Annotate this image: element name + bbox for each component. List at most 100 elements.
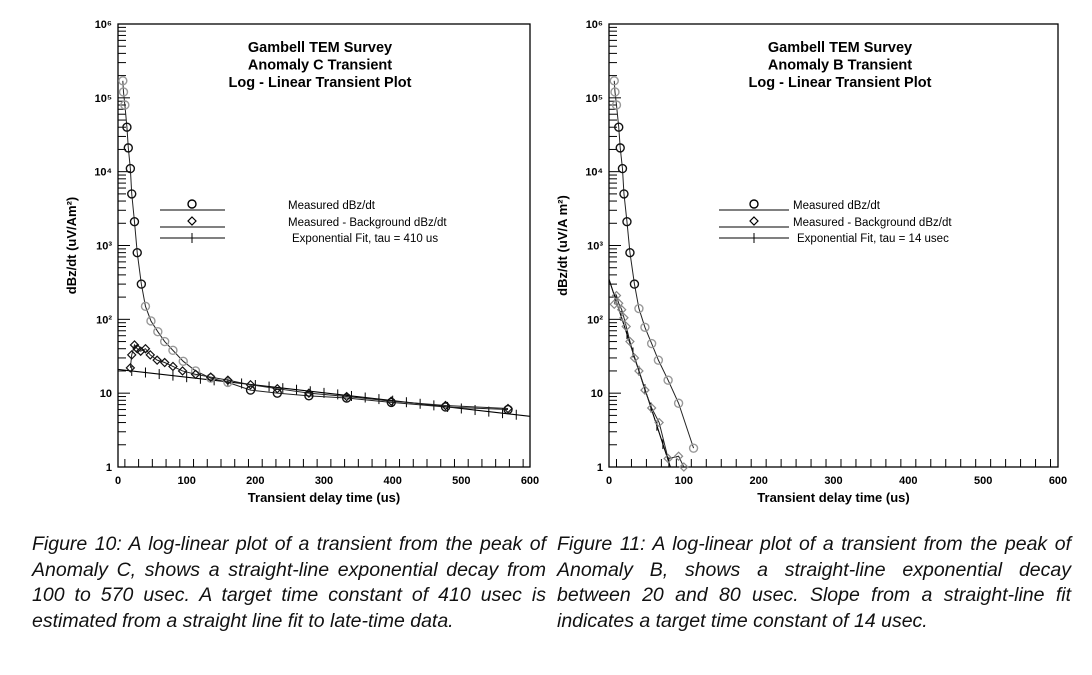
circle-marker bbox=[663, 375, 673, 385]
x-tick-label: 500 bbox=[974, 475, 992, 487]
circle-marker bbox=[187, 199, 197, 209]
circle-marker bbox=[178, 356, 188, 367]
series-line bbox=[613, 293, 685, 468]
diamond-marker bbox=[503, 403, 513, 414]
y-tick-label: 10³ bbox=[587, 241, 603, 253]
circle-marker bbox=[634, 303, 644, 314]
diamond-marker bbox=[223, 375, 233, 386]
diamond-marker bbox=[678, 462, 689, 472]
legend-item: Measured dBz/dt bbox=[160, 199, 376, 212]
chart-anomaly-b: 1 10 10² 10³ 10⁴ 10⁵ 10⁶ 0 100 200 300 400 500 600 Tra… bbox=[555, 19, 1067, 505]
diamond-marker bbox=[140, 343, 151, 354]
diamond-marker bbox=[634, 366, 644, 376]
x-tick-label: 100 bbox=[177, 475, 195, 487]
circle-marker bbox=[749, 199, 759, 209]
y-tick-label: 10⁵ bbox=[95, 93, 112, 105]
y-tick-label: 10⁴ bbox=[94, 167, 112, 179]
x-axis-label: Transient delay time (us) bbox=[757, 490, 909, 505]
diamond-marker bbox=[621, 321, 632, 332]
diamond-marker bbox=[159, 357, 170, 368]
circle-marker bbox=[625, 247, 635, 258]
y-tick-label: 10⁶ bbox=[95, 19, 112, 31]
circle-marker bbox=[136, 279, 147, 289]
figure-10-caption: Figure 10: A log-linear plot of a transi… bbox=[32, 533, 546, 632]
y-tick-label: 10³ bbox=[96, 241, 112, 253]
x-axis-label: Transient delay time (us) bbox=[248, 490, 400, 505]
circle-marker bbox=[118, 76, 128, 86]
diamond-marker bbox=[126, 350, 137, 360]
diamond-marker bbox=[386, 396, 397, 406]
y-tick-label: 10⁶ bbox=[586, 19, 603, 31]
x-tick-label: 100 bbox=[675, 475, 693, 487]
chart-title-line: Anomaly B Transient bbox=[768, 58, 912, 74]
circle-marker bbox=[640, 322, 650, 333]
diamond-marker bbox=[673, 451, 684, 462]
x-tick-label: 0 bbox=[606, 475, 612, 487]
diamond-marker bbox=[629, 353, 640, 363]
diamond-marker bbox=[245, 379, 256, 390]
diamond-marker bbox=[152, 355, 162, 365]
x-tick-label: 600 bbox=[521, 475, 539, 487]
legend-item: Measured - Background dBz/dt bbox=[719, 216, 952, 229]
circle-marker bbox=[653, 355, 664, 365]
circle-marker bbox=[168, 345, 178, 356]
circle-marker bbox=[646, 338, 657, 349]
series-line bbox=[122, 80, 509, 411]
circle-marker bbox=[341, 393, 352, 403]
circle-marker bbox=[146, 316, 156, 326]
series-measured bbox=[118, 76, 513, 415]
circle-marker bbox=[132, 247, 142, 258]
series-measured bbox=[609, 76, 699, 453]
circle-marker bbox=[610, 87, 620, 97]
y-axis-label: dBz/dt (uV/A m²) bbox=[555, 195, 570, 296]
diamond-marker bbox=[613, 298, 624, 309]
circle-marker bbox=[140, 301, 151, 312]
series-exponential-fit bbox=[117, 365, 531, 420]
diamond-marker bbox=[272, 383, 283, 394]
diamond-marker bbox=[129, 340, 140, 350]
diamond-marker bbox=[625, 336, 635, 347]
chart-title-line: Log - Linear Transient Plot bbox=[749, 75, 932, 91]
circle-marker bbox=[122, 122, 132, 132]
chart-title-line: Gambell TEM Survey bbox=[248, 40, 392, 56]
circle-marker bbox=[386, 397, 396, 408]
legend-label: Exponential Fit, tau = 410 us bbox=[292, 233, 438, 245]
x-tick-label: 200 bbox=[749, 475, 767, 487]
circle-marker bbox=[123, 143, 134, 153]
diamond-marker bbox=[440, 400, 451, 411]
diamond-marker bbox=[341, 391, 352, 402]
diamond-marker bbox=[640, 385, 650, 395]
legend-label: Measured - Background dBz/dt bbox=[793, 217, 952, 229]
circle-marker bbox=[611, 100, 622, 110]
circle-marker bbox=[673, 398, 684, 408]
x-tick-label: 500 bbox=[452, 475, 470, 487]
y-tick-label: 10⁵ bbox=[586, 93, 603, 105]
y-tick-label: 1 bbox=[106, 462, 112, 474]
circle-marker bbox=[615, 143, 625, 153]
diamond-marker bbox=[304, 388, 314, 399]
circle-marker bbox=[688, 443, 699, 453]
x-tick-label: 300 bbox=[824, 475, 842, 487]
diamond-marker bbox=[177, 366, 188, 376]
diamond-marker bbox=[749, 216, 759, 226]
figure-11-caption: Figure 11: A log-linear plot of a transi… bbox=[557, 533, 1071, 632]
circle-marker bbox=[609, 76, 619, 86]
circle-marker bbox=[304, 391, 314, 401]
circle-marker bbox=[629, 279, 640, 289]
circle-marker bbox=[120, 100, 130, 110]
legend-item: Measured - Background dBz/dt bbox=[160, 216, 447, 229]
circle-marker bbox=[617, 163, 628, 174]
circle-marker bbox=[622, 217, 632, 227]
series-measured-minus-background bbox=[125, 340, 513, 414]
diamond-marker bbox=[609, 299, 620, 310]
circle-marker bbox=[614, 122, 624, 132]
diamond-marker bbox=[187, 216, 197, 226]
diamond-marker bbox=[616, 304, 627, 315]
chart-anomaly-c: 1 10 10² 10³ 10⁴ 10⁵ 10⁶ 0 100 200 300 400 500 600 Tra… bbox=[64, 19, 539, 505]
x-tick-label: 400 bbox=[383, 475, 401, 487]
series-line bbox=[613, 80, 695, 449]
chart-title-line: Anomaly C Transient bbox=[248, 58, 392, 74]
legend-item: Exponential Fit, tau = 14 usec bbox=[719, 233, 949, 245]
diamond-marker bbox=[663, 453, 673, 464]
